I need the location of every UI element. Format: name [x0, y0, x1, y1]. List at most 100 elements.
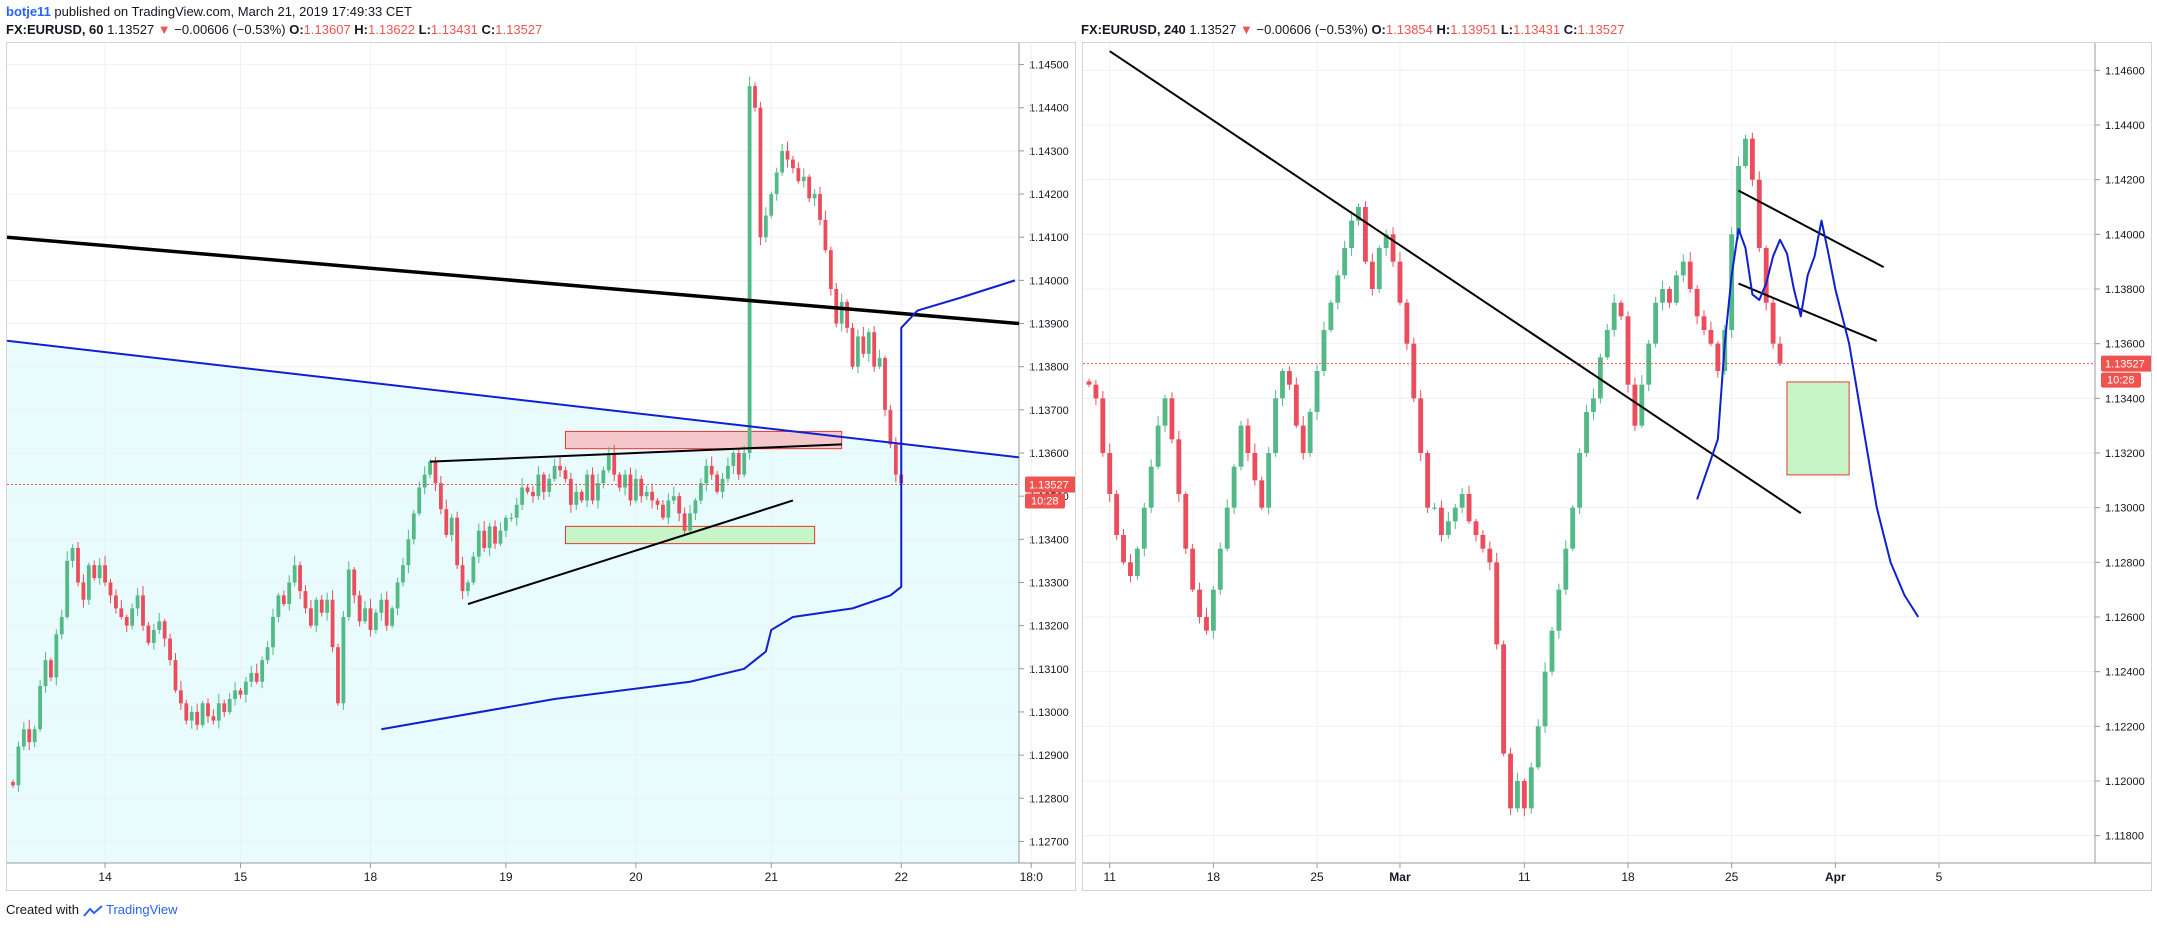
candle [265, 647, 270, 661]
candle [525, 487, 530, 492]
candle [1494, 562, 1500, 645]
candle [151, 629, 156, 643]
candle [308, 608, 313, 626]
candle [43, 660, 48, 687]
candle [1646, 343, 1652, 385]
candle [623, 474, 627, 488]
x-tick-label: 15 [234, 870, 248, 884]
y-tick-label: 1.13800 [2105, 284, 2145, 296]
open-value: 1.13607 [303, 22, 351, 37]
chart-panel-right[interactable]: 1.14600 1.14400 1.14200 1.14000 1.13800 1.136… [1082, 42, 2152, 891]
chart-panel-left[interactable]: 1.14500 1.14400 1.14300 1.14200 1.14100 1.140… [6, 42, 1076, 891]
candle [211, 716, 216, 721]
candle [373, 612, 378, 630]
candle [720, 478, 725, 492]
candle [644, 491, 649, 497]
y-tick-label: 1.14000 [1029, 275, 1069, 287]
projection-curve [1696, 219, 1920, 618]
candle [558, 465, 562, 471]
publish-header: botje11 published on TradingView.com, Ma… [6, 4, 412, 19]
y-tick-label: 1.14100 [1029, 232, 1069, 244]
candle [11, 782, 15, 786]
y-tick-label: 1.14200 [2105, 175, 2145, 187]
tradingview-link[interactable]: TradingView [106, 902, 178, 917]
candle [352, 569, 357, 596]
countdown-label: 10:28 [2107, 375, 2135, 387]
candle [688, 513, 692, 531]
chart-canvas-right[interactable]: 1.14600 1.14400 1.14200 1.14000 1.13800 1.136… [1083, 43, 2151, 890]
candle [1556, 589, 1562, 631]
candle [1280, 371, 1285, 399]
x-tick-label: 18:0 [1020, 870, 1044, 884]
x-tick-label: 22 [895, 870, 909, 884]
candle [1114, 494, 1120, 535]
candle [216, 703, 221, 721]
candle [1238, 425, 1244, 467]
candle [179, 690, 183, 704]
candle [1632, 384, 1638, 426]
candle [801, 176, 806, 182]
candle [444, 509, 449, 535]
candle [872, 332, 877, 367]
high-label: H: [1436, 22, 1451, 37]
y-tick-label: 1.12200 [2105, 721, 2145, 733]
candle [368, 608, 373, 630]
candle [449, 517, 454, 535]
candle [303, 591, 308, 609]
y-tick-label: 1.14200 [1029, 189, 1069, 201]
candle [455, 517, 460, 566]
published-text: published on TradingView.com, March 21, … [54, 4, 412, 19]
candle [709, 465, 714, 475]
candle [698, 483, 703, 501]
y-tick-label: 1.14400 [1029, 103, 1069, 115]
x-tick-label: 5 [1936, 870, 1943, 884]
candle [1162, 398, 1168, 426]
candle [888, 409, 893, 445]
candle [260, 660, 265, 682]
x-tick-label: 11 [1518, 870, 1531, 884]
candle [103, 565, 107, 583]
y-tick-label: 1.13800 [1029, 362, 1069, 374]
triangle-upper-line [430, 443, 842, 463]
candle [16, 746, 21, 786]
candle [1445, 521, 1451, 535]
candle [856, 336, 860, 367]
candle [384, 599, 389, 626]
countdown-bg [1025, 493, 1065, 509]
candle [1286, 371, 1292, 385]
candle [406, 539, 411, 566]
candle [428, 461, 432, 475]
candle [661, 504, 665, 518]
candle [460, 565, 465, 592]
candle [1121, 535, 1126, 563]
chart-canvas-left[interactable]: 1.14500 1.14400 1.14300 1.14200 1.14100 1.140… [7, 43, 1075, 890]
candle [319, 599, 324, 613]
candle [731, 453, 736, 466]
candle [1418, 398, 1424, 453]
candle [823, 219, 828, 251]
price-change: −0.00606 (−0.53%) [174, 22, 286, 37]
candle [1452, 507, 1458, 522]
candle [1217, 548, 1223, 590]
candle [1210, 589, 1216, 631]
candle [1687, 261, 1693, 289]
author-link[interactable]: botje11 [6, 4, 51, 19]
candle [807, 176, 812, 199]
candle [119, 608, 124, 617]
candle [86, 565, 91, 600]
candle [1245, 425, 1251, 453]
price-label-bg [2101, 355, 2151, 372]
candle [168, 638, 172, 661]
price-change: −0.00606 (−0.53%) [1256, 22, 1368, 37]
candle [758, 107, 763, 238]
candle [1231, 466, 1237, 508]
candle [281, 595, 286, 605]
down-triangle-icon: ▼ [1240, 22, 1253, 37]
y-tick-label: 1.11800 [2105, 831, 2144, 843]
y-tick-label: 1.13900 [1029, 319, 1069, 331]
candle [1480, 535, 1486, 549]
candle [330, 599, 335, 648]
low-value: 1.13431 [430, 22, 478, 37]
candle [1086, 381, 1092, 385]
tradingview-logo-icon [82, 904, 103, 917]
